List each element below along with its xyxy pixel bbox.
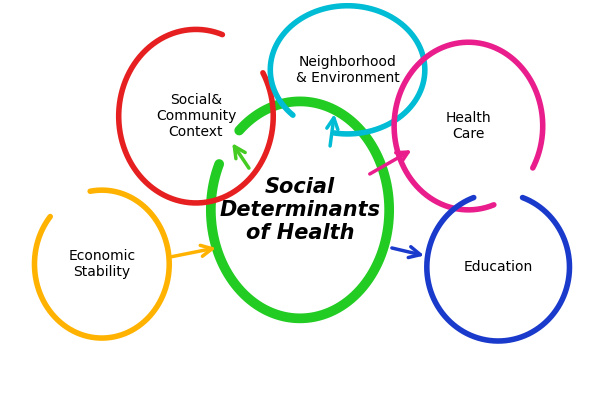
Text: Education: Education <box>464 260 533 274</box>
Text: Neighborhood
& Environment: Neighborhood & Environment <box>296 55 400 85</box>
Text: Social&
Community
Context: Social& Community Context <box>156 93 236 139</box>
Text: Economic
Stability: Economic Stability <box>68 249 136 279</box>
Text: Social
Determinants
of Health: Social Determinants of Health <box>220 177 380 243</box>
Text: Health
Care: Health Care <box>446 111 491 141</box>
